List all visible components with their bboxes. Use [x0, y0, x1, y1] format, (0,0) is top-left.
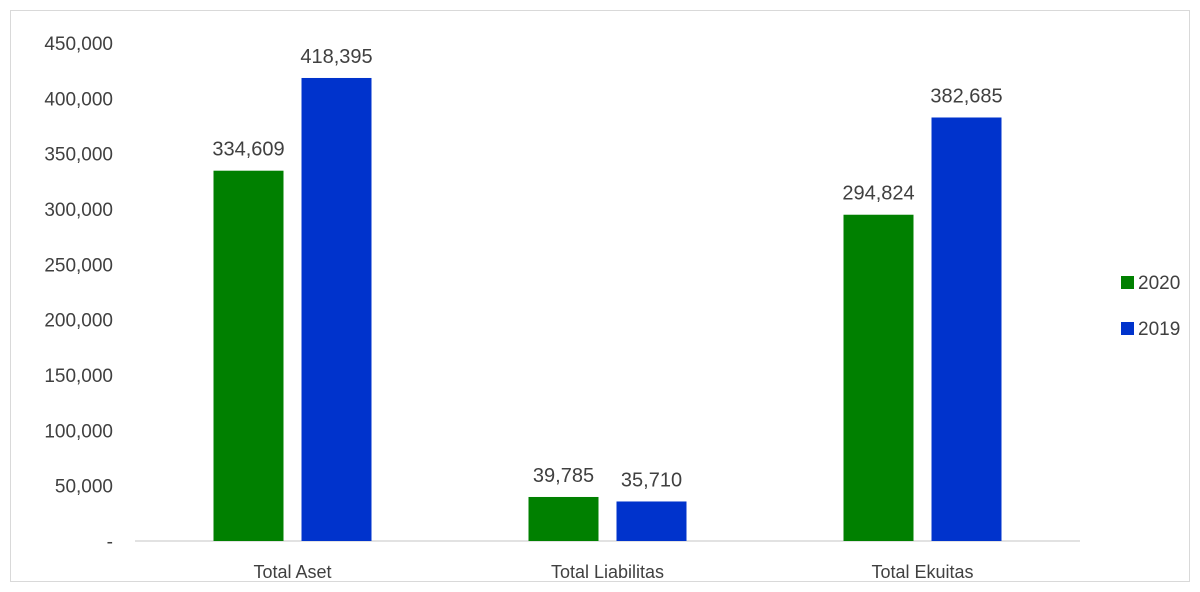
bar-2019-2	[931, 117, 1002, 541]
category-label: Total Ekuitas	[871, 562, 973, 582]
category-label: Total Liabilitas	[551, 562, 664, 582]
legend-label: 2019	[1138, 319, 1180, 340]
y-tick-label: 350,000	[44, 145, 113, 166]
legend-swatch-2019	[1121, 322, 1134, 335]
y-tick-label: -	[107, 532, 113, 553]
y-tick-label: 250,000	[44, 255, 113, 276]
bar-2019-1	[616, 501, 687, 541]
data-label: 39,785	[533, 465, 594, 487]
y-tick-label: 200,000	[44, 311, 113, 332]
y-tick-label: 150,000	[44, 366, 113, 387]
y-tick-label: 400,000	[44, 89, 113, 110]
data-label: 334,609	[212, 139, 284, 161]
bar-2020-2	[843, 214, 914, 542]
data-label: 418,395	[300, 46, 372, 68]
bar-2020-1	[528, 496, 599, 541]
bar-2019-0	[301, 77, 372, 541]
y-tick-label: 300,000	[44, 200, 113, 221]
data-label: 35,710	[621, 469, 682, 491]
data-label: 294,824	[842, 183, 914, 205]
category-label: Total Aset	[253, 562, 331, 582]
legend-label: 2020	[1138, 273, 1180, 294]
bar-2020-0	[213, 170, 284, 541]
data-label: 382,685	[930, 85, 1002, 107]
y-tick-label: 50,000	[55, 477, 113, 498]
y-tick-label: 450,000	[44, 34, 113, 55]
y-tick-label: 100,000	[44, 421, 113, 442]
legend-swatch-2020	[1121, 276, 1134, 289]
